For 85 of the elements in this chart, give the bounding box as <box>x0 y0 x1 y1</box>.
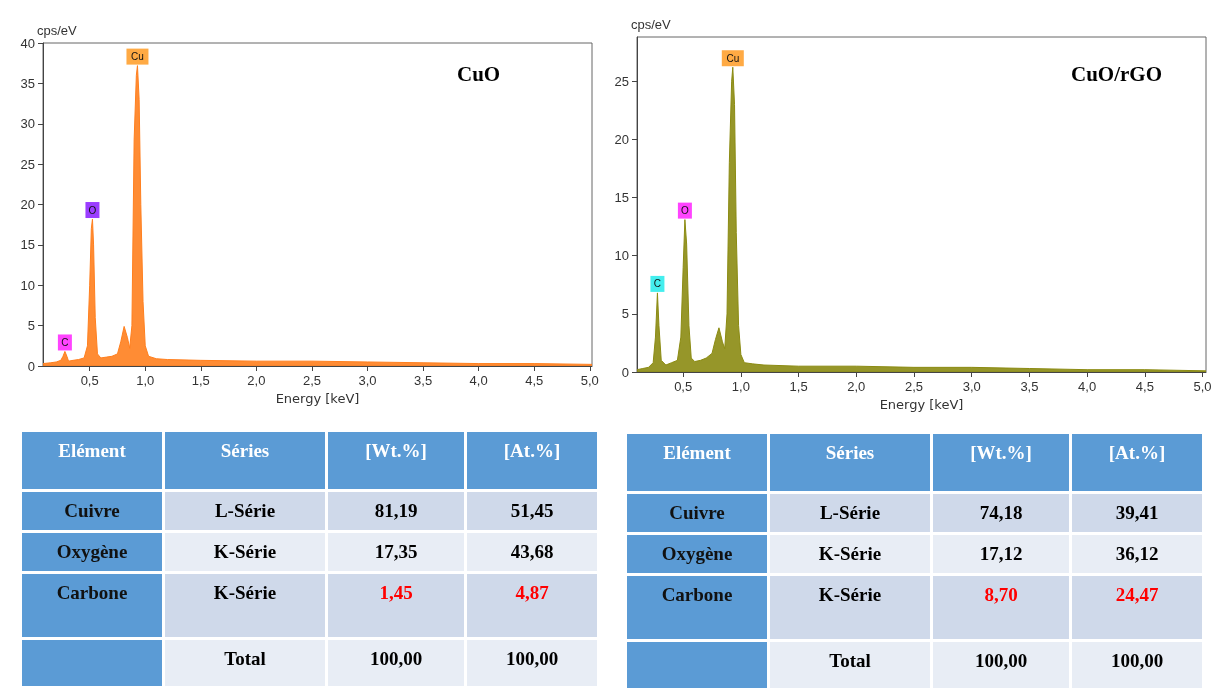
text: 4,87 <box>515 582 549 603</box>
category-label: Oxygène <box>661 543 733 564</box>
y-tick-label: 0 <box>27 358 35 374</box>
x-tick-label: 2,5 <box>904 379 924 394</box>
x-tick-label: 1,5 <box>789 379 808 394</box>
x-tick-label: 3,5 <box>1020 379 1039 394</box>
text: 100,00 <box>1110 650 1164 671</box>
category-label: Cuivre <box>669 502 725 523</box>
text: K-Série <box>818 543 882 564</box>
x-tick-label: 1,5 <box>191 373 210 388</box>
text: 43,68 <box>510 541 554 562</box>
text: L-Série <box>214 500 276 521</box>
annotation: C <box>61 336 69 348</box>
text: CuO <box>457 61 501 86</box>
x-tick-label: 1,0 <box>136 373 155 388</box>
x-tick-label: 3,0 <box>358 373 377 388</box>
x-axis-title: Energy [keV] <box>879 397 964 412</box>
x-tick-label: 4,5 <box>525 373 544 388</box>
annotation: C <box>653 278 662 290</box>
x-axis-title: Energy [keV] <box>275 391 360 406</box>
x-tick-label: 0,5 <box>674 379 693 394</box>
x-tick-label: 5,0 <box>1193 379 1212 394</box>
text: 74,18 <box>979 502 1023 523</box>
annotation: O <box>88 204 97 216</box>
category-label: Oxygène <box>56 541 128 562</box>
text: 81,19 <box>374 500 418 521</box>
x-tick-label: 1,0 <box>731 379 750 394</box>
text: L-Série <box>819 502 881 523</box>
text: Total <box>224 648 266 669</box>
text: 17,12 <box>979 543 1023 564</box>
x-tick-label: 4,0 <box>1078 379 1097 394</box>
text: Total <box>829 650 871 671</box>
x-tick-label: 2,5 <box>302 373 321 388</box>
y-tick-label: 20 <box>614 131 629 147</box>
x-tick-label: 5,0 <box>580 373 599 388</box>
y-tick-label: 20 <box>20 197 35 212</box>
text: CuO/rGO <box>1071 61 1163 86</box>
category-label: [Wt.%] <box>933 434 1069 491</box>
text: K-Série <box>213 582 277 603</box>
y-axis-title: cps/eV <box>37 22 78 38</box>
y-tick-label: 25 <box>614 73 629 89</box>
x-tick-label: 0,5 <box>80 373 99 388</box>
y-tick-label: 15 <box>20 237 35 253</box>
y-tick-label: 30 <box>20 116 35 132</box>
annotation: Cu <box>726 52 740 64</box>
text: 100,00 <box>369 648 423 669</box>
y-tick-label: 0 <box>621 364 629 380</box>
x-tick-label: 4,5 <box>1135 379 1154 394</box>
text: 8,70 <box>984 584 1018 605</box>
text: 100,00 <box>505 648 559 669</box>
x-tick-label: 3,0 <box>962 379 981 394</box>
category-label: [At.%] <box>467 432 597 489</box>
text: K-Série <box>213 541 277 562</box>
y-tick-label: 10 <box>20 277 35 293</box>
annotation: Cu <box>131 51 144 63</box>
y-tick-label: 5 <box>27 318 35 334</box>
x-tick-label: 3,5 <box>414 373 433 388</box>
category-label: Elément <box>22 432 162 489</box>
text: 51,45 <box>510 500 554 521</box>
category-label: Séries <box>165 432 325 489</box>
category-label: Elément <box>627 434 767 491</box>
text: 17,35 <box>374 541 418 562</box>
category-label: Cuivre <box>64 500 120 521</box>
category-label: Carbone <box>56 582 128 603</box>
y-tick-label: 25 <box>20 156 35 172</box>
text: 24,47 <box>1115 584 1159 605</box>
category-label: Carbone <box>661 584 733 605</box>
text: 1,45 <box>379 582 413 603</box>
category-label: [Wt.%] <box>328 432 464 489</box>
x-tick-label: 2,0 <box>247 373 266 388</box>
y-tick-label: 35 <box>20 75 35 91</box>
category-label: Séries <box>770 434 930 491</box>
text: 100,00 <box>974 650 1028 671</box>
annotation: O <box>681 205 690 217</box>
x-tick-label: 4,0 <box>469 373 488 388</box>
text: 39,41 <box>1115 502 1159 523</box>
x-tick-label: 2,0 <box>847 379 866 394</box>
y-axis-title: cps/eV <box>631 17 672 32</box>
y-tick-label: 10 <box>614 248 629 264</box>
text: 36,12 <box>1115 543 1159 564</box>
category-label: [At.%] <box>1072 434 1202 491</box>
y-tick-label: 5 <box>621 306 629 322</box>
y-tick-label: 15 <box>614 190 629 206</box>
text: K-Série <box>818 584 882 605</box>
y-tick-label: 40 <box>20 35 35 51</box>
